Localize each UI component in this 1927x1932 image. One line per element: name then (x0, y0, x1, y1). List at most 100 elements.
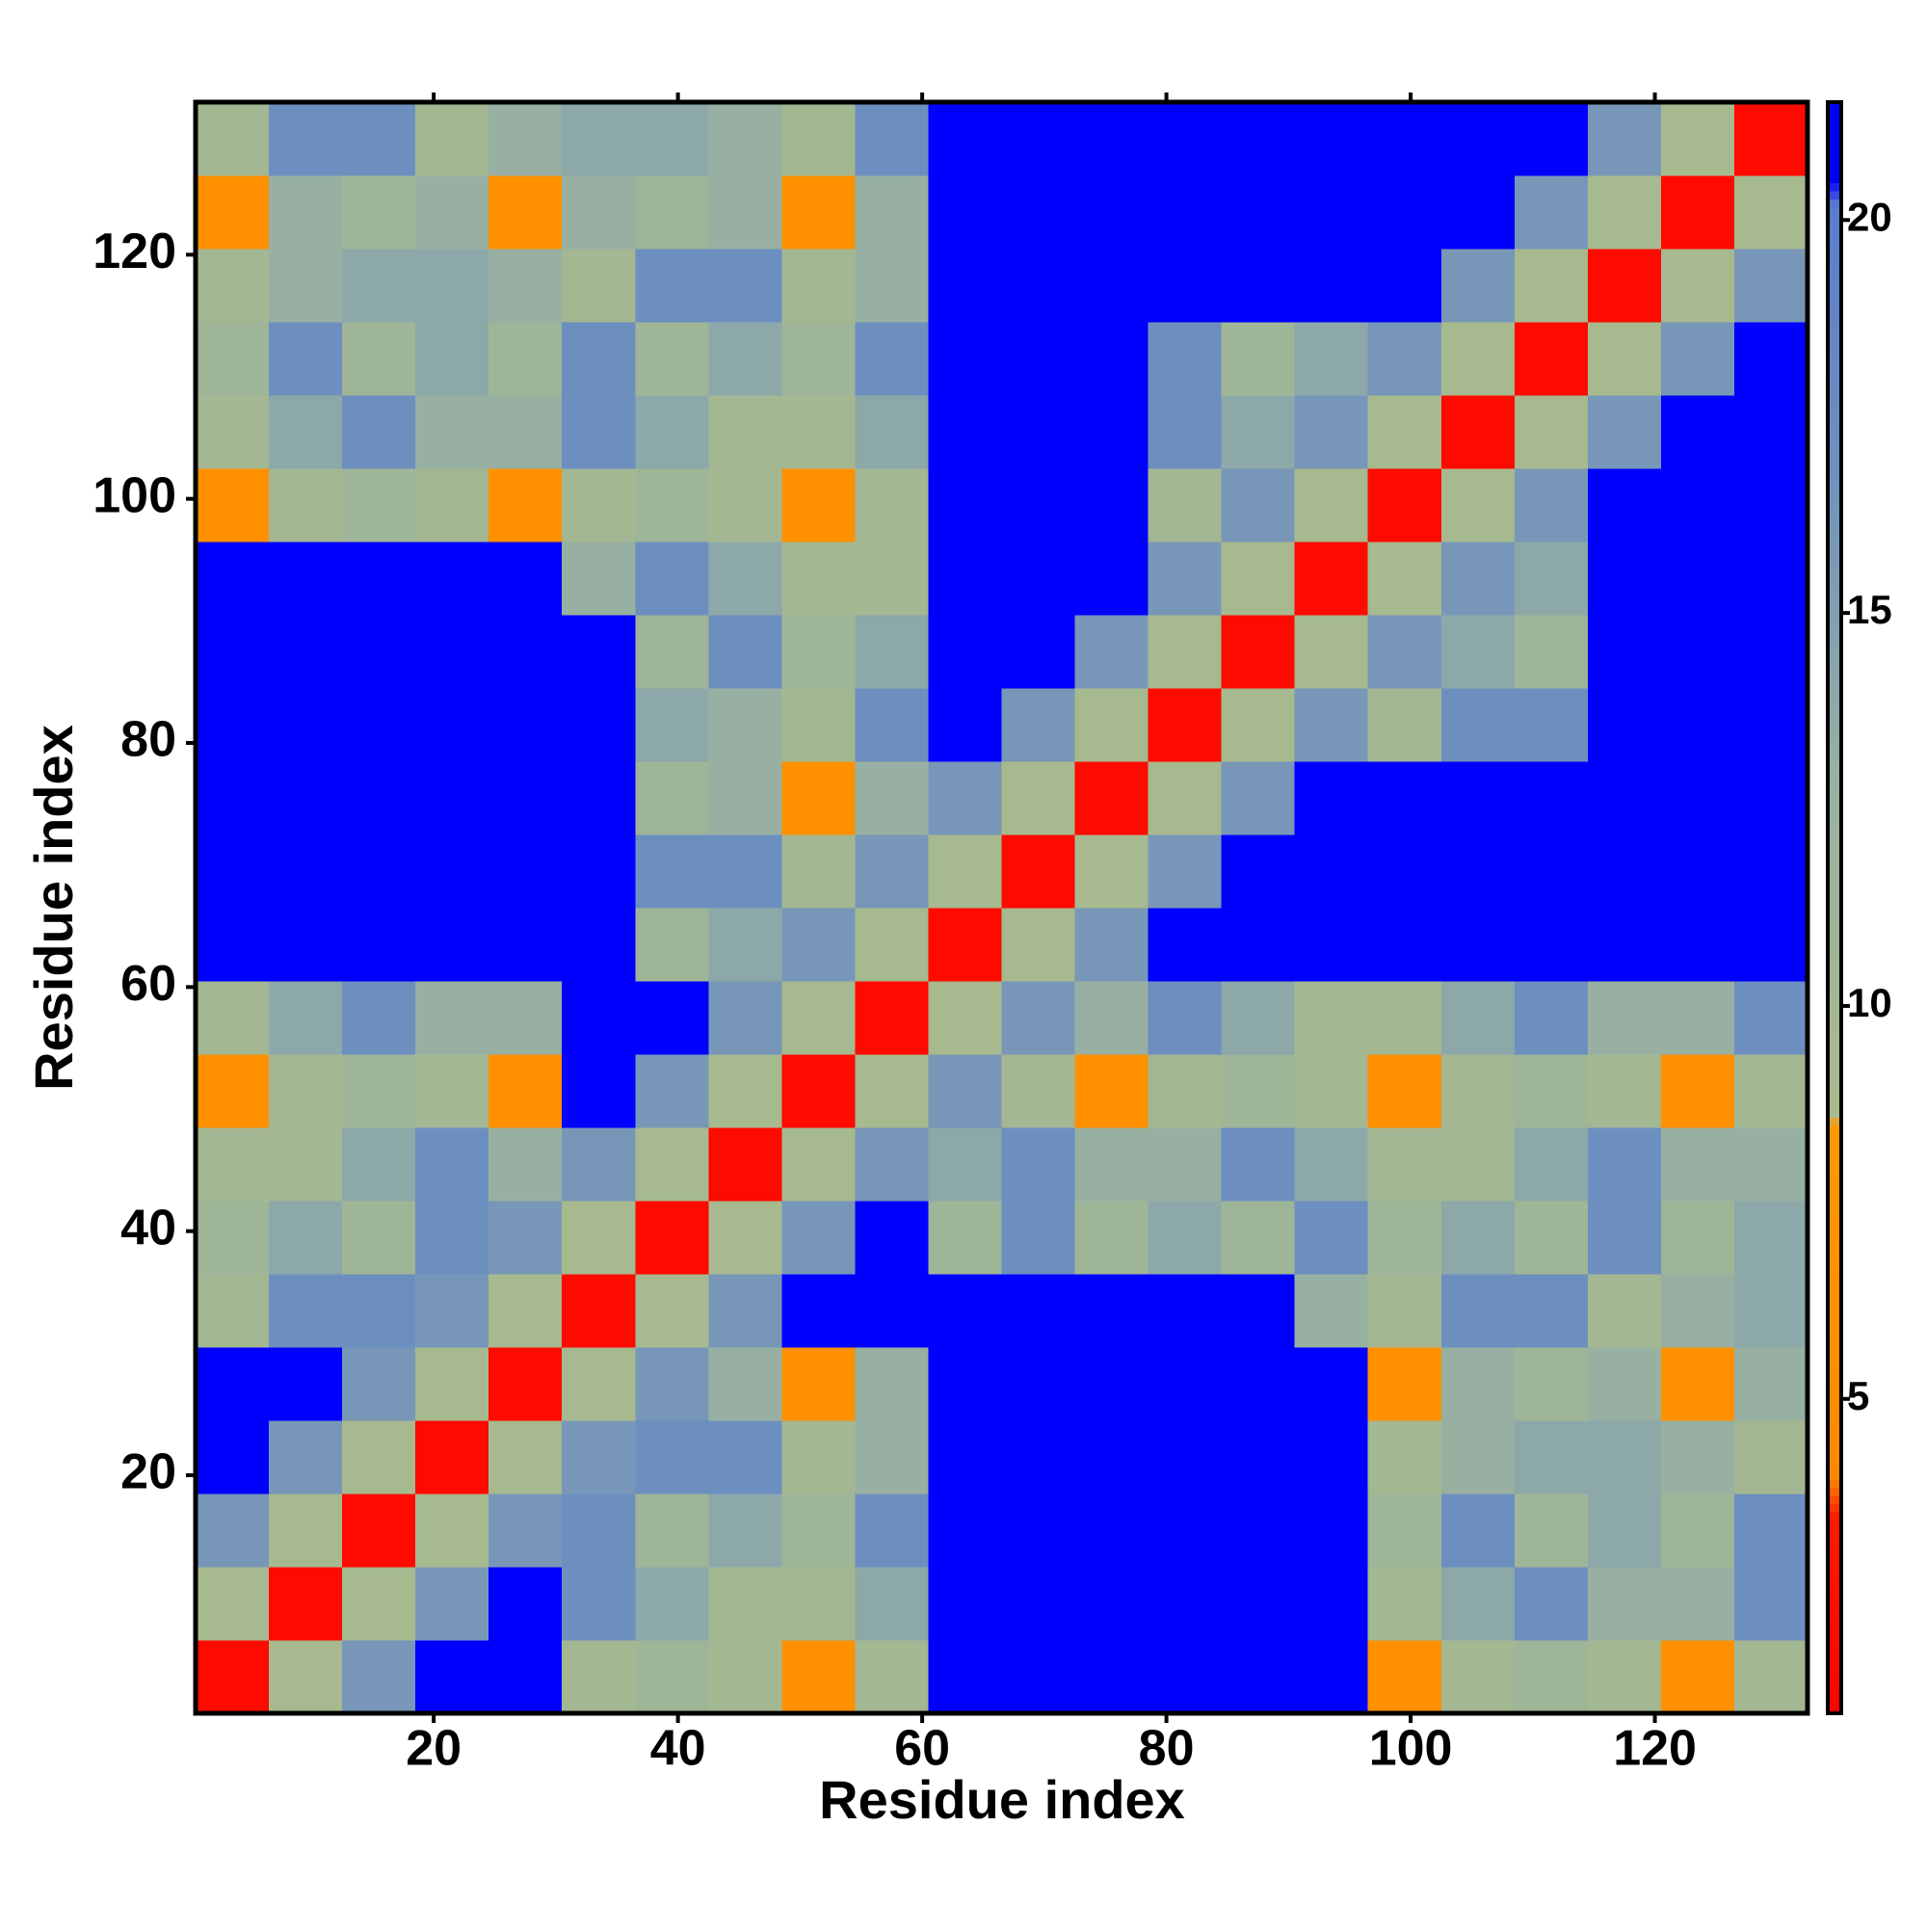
x-axis-label: Residue index (819, 1769, 1185, 1830)
heatmap-cell (1367, 468, 1442, 543)
heatmap-cell (1660, 1420, 1735, 1495)
colorbar-segment (1828, 1020, 1841, 1029)
heatmap-cell (488, 1494, 563, 1568)
colorbar-segment (1828, 1455, 1841, 1465)
heatmap-cell (415, 542, 489, 616)
heatmap-cell (708, 1127, 782, 1202)
colorbar-segment (1828, 1157, 1841, 1167)
heatmap-cell (1221, 1567, 1296, 1641)
heatmap-cell (342, 908, 416, 982)
heatmap-cell (1733, 1347, 1808, 1421)
heatmap-cell (781, 102, 857, 176)
colorbar-segment (1828, 416, 1841, 425)
heatmap-cell (708, 1201, 782, 1275)
heatmap-cell (928, 542, 1003, 616)
colorbar-segment (1828, 544, 1841, 554)
heatmap-cell (855, 468, 930, 543)
heatmap-cell (855, 1347, 930, 1421)
heatmap-cell (1221, 175, 1296, 250)
heatmap-cell (1733, 1640, 1808, 1714)
heatmap-cell (928, 1494, 1003, 1568)
colorbar-segment (1828, 1447, 1841, 1457)
heatmap-cell (928, 1127, 1003, 1202)
heatmap-cell (1587, 542, 1662, 616)
heatmap-cell (1148, 1201, 1223, 1275)
heatmap-cell (342, 1127, 416, 1202)
colorbar-segment (1828, 352, 1841, 361)
colorbar-segment (1828, 674, 1841, 683)
heatmap-cell (1587, 1347, 1662, 1421)
colorbar-segment (1828, 359, 1841, 369)
colorbar-segment (1828, 625, 1841, 635)
heatmap-cell (562, 322, 636, 396)
heatmap-cell (1660, 981, 1735, 1055)
colorbar-segment (1828, 1045, 1841, 1054)
colorbar-segment (1828, 601, 1841, 611)
heatmap-cell (269, 1347, 343, 1421)
colorbar-segment (1828, 923, 1841, 933)
heatmap-cell (415, 175, 489, 250)
heatmap-cell (781, 688, 857, 762)
heatmap-cell (928, 908, 1003, 982)
heatmap-cell (855, 395, 930, 469)
heatmap-cell (1148, 395, 1223, 469)
colorbar-segment (1828, 1415, 1841, 1424)
heatmap-cell (196, 1347, 270, 1421)
heatmap-cell (342, 1640, 416, 1714)
heatmap-cell (1733, 615, 1808, 689)
colorbar-segment (1828, 722, 1841, 731)
heatmap-cell (196, 1127, 270, 1202)
heatmap-cell (1587, 468, 1662, 543)
heatmap-cell (562, 1274, 636, 1348)
heatmap-cell (488, 1347, 563, 1421)
heatmap-cell (1587, 395, 1662, 469)
heatmap-cell (1514, 615, 1589, 689)
heatmap-cell (635, 322, 709, 396)
heatmap-cell (1660, 1347, 1735, 1421)
heatmap-cell (342, 1201, 416, 1275)
heatmap-cell (1660, 1640, 1735, 1714)
heatmap-cell (269, 1420, 343, 1495)
heatmap-cell (488, 1640, 563, 1714)
colorbar-segment (1828, 206, 1841, 216)
heatmap-cell (855, 908, 930, 982)
heatmap-cell (1001, 1127, 1076, 1202)
heatmap-cell (1440, 1494, 1516, 1568)
heatmap-cell (488, 542, 563, 616)
heatmap-cell (1514, 834, 1589, 909)
colorbar-segment (1828, 223, 1841, 232)
heatmap-cell (1221, 1347, 1296, 1421)
heatmap-cell (1221, 688, 1296, 762)
heatmap-cell (269, 688, 343, 762)
heatmap-cell (1733, 1201, 1808, 1275)
colorbar-segment (1828, 424, 1841, 434)
heatmap-cell (1294, 1567, 1369, 1641)
y-tick-label: 80 (120, 712, 176, 768)
heatmap-cell (1074, 761, 1149, 835)
colorbar-segment (1828, 1632, 1841, 1642)
colorbar-segment (1828, 1261, 1841, 1271)
colorbar-segment (1828, 1294, 1841, 1304)
heatmap-cell (855, 981, 930, 1055)
heatmap-cell (1367, 834, 1442, 909)
heatmap-cell (1660, 1494, 1735, 1568)
colorbar-segment (1828, 408, 1841, 417)
heatmap-cell (1660, 175, 1735, 250)
heatmap-cell (708, 908, 782, 982)
heatmap-cell (1001, 908, 1076, 982)
heatmap-cell (342, 395, 416, 469)
colorbar-segment (1828, 198, 1841, 208)
heatmap-cell (1148, 468, 1223, 543)
heatmap-cell (1440, 1127, 1516, 1202)
colorbar-segment (1828, 239, 1841, 249)
heatmap-cell (1660, 688, 1735, 762)
heatmap-cell (1587, 1420, 1662, 1495)
colorbar-segment (1828, 1600, 1841, 1609)
heatmap-cell (562, 102, 636, 176)
heatmap-cell (1148, 249, 1223, 323)
heatmap-cell (1440, 395, 1516, 469)
heatmap-cell (928, 688, 1003, 762)
heatmap-cell (488, 468, 563, 543)
heatmap-cell (1514, 1127, 1589, 1202)
heatmap-cell (928, 395, 1003, 469)
